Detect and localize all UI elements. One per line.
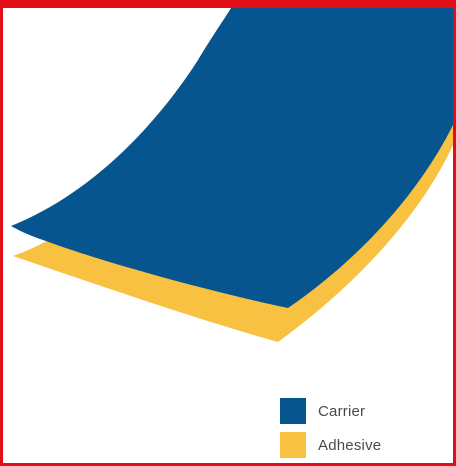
legend-label-carrier: Carrier xyxy=(318,402,366,420)
top-accent-bar xyxy=(3,0,453,8)
adhesive-swatch xyxy=(280,432,306,458)
legend-item-adhesive: Adhesive xyxy=(280,432,440,458)
legend-label-adhesive: Adhesive xyxy=(318,436,382,454)
legend: Carrier Adhesive xyxy=(280,398,440,463)
layer-illustration xyxy=(11,8,453,342)
carrier-swatch xyxy=(280,398,306,424)
legend-item-carrier: Carrier xyxy=(280,398,440,424)
carrier-layer xyxy=(11,8,453,308)
